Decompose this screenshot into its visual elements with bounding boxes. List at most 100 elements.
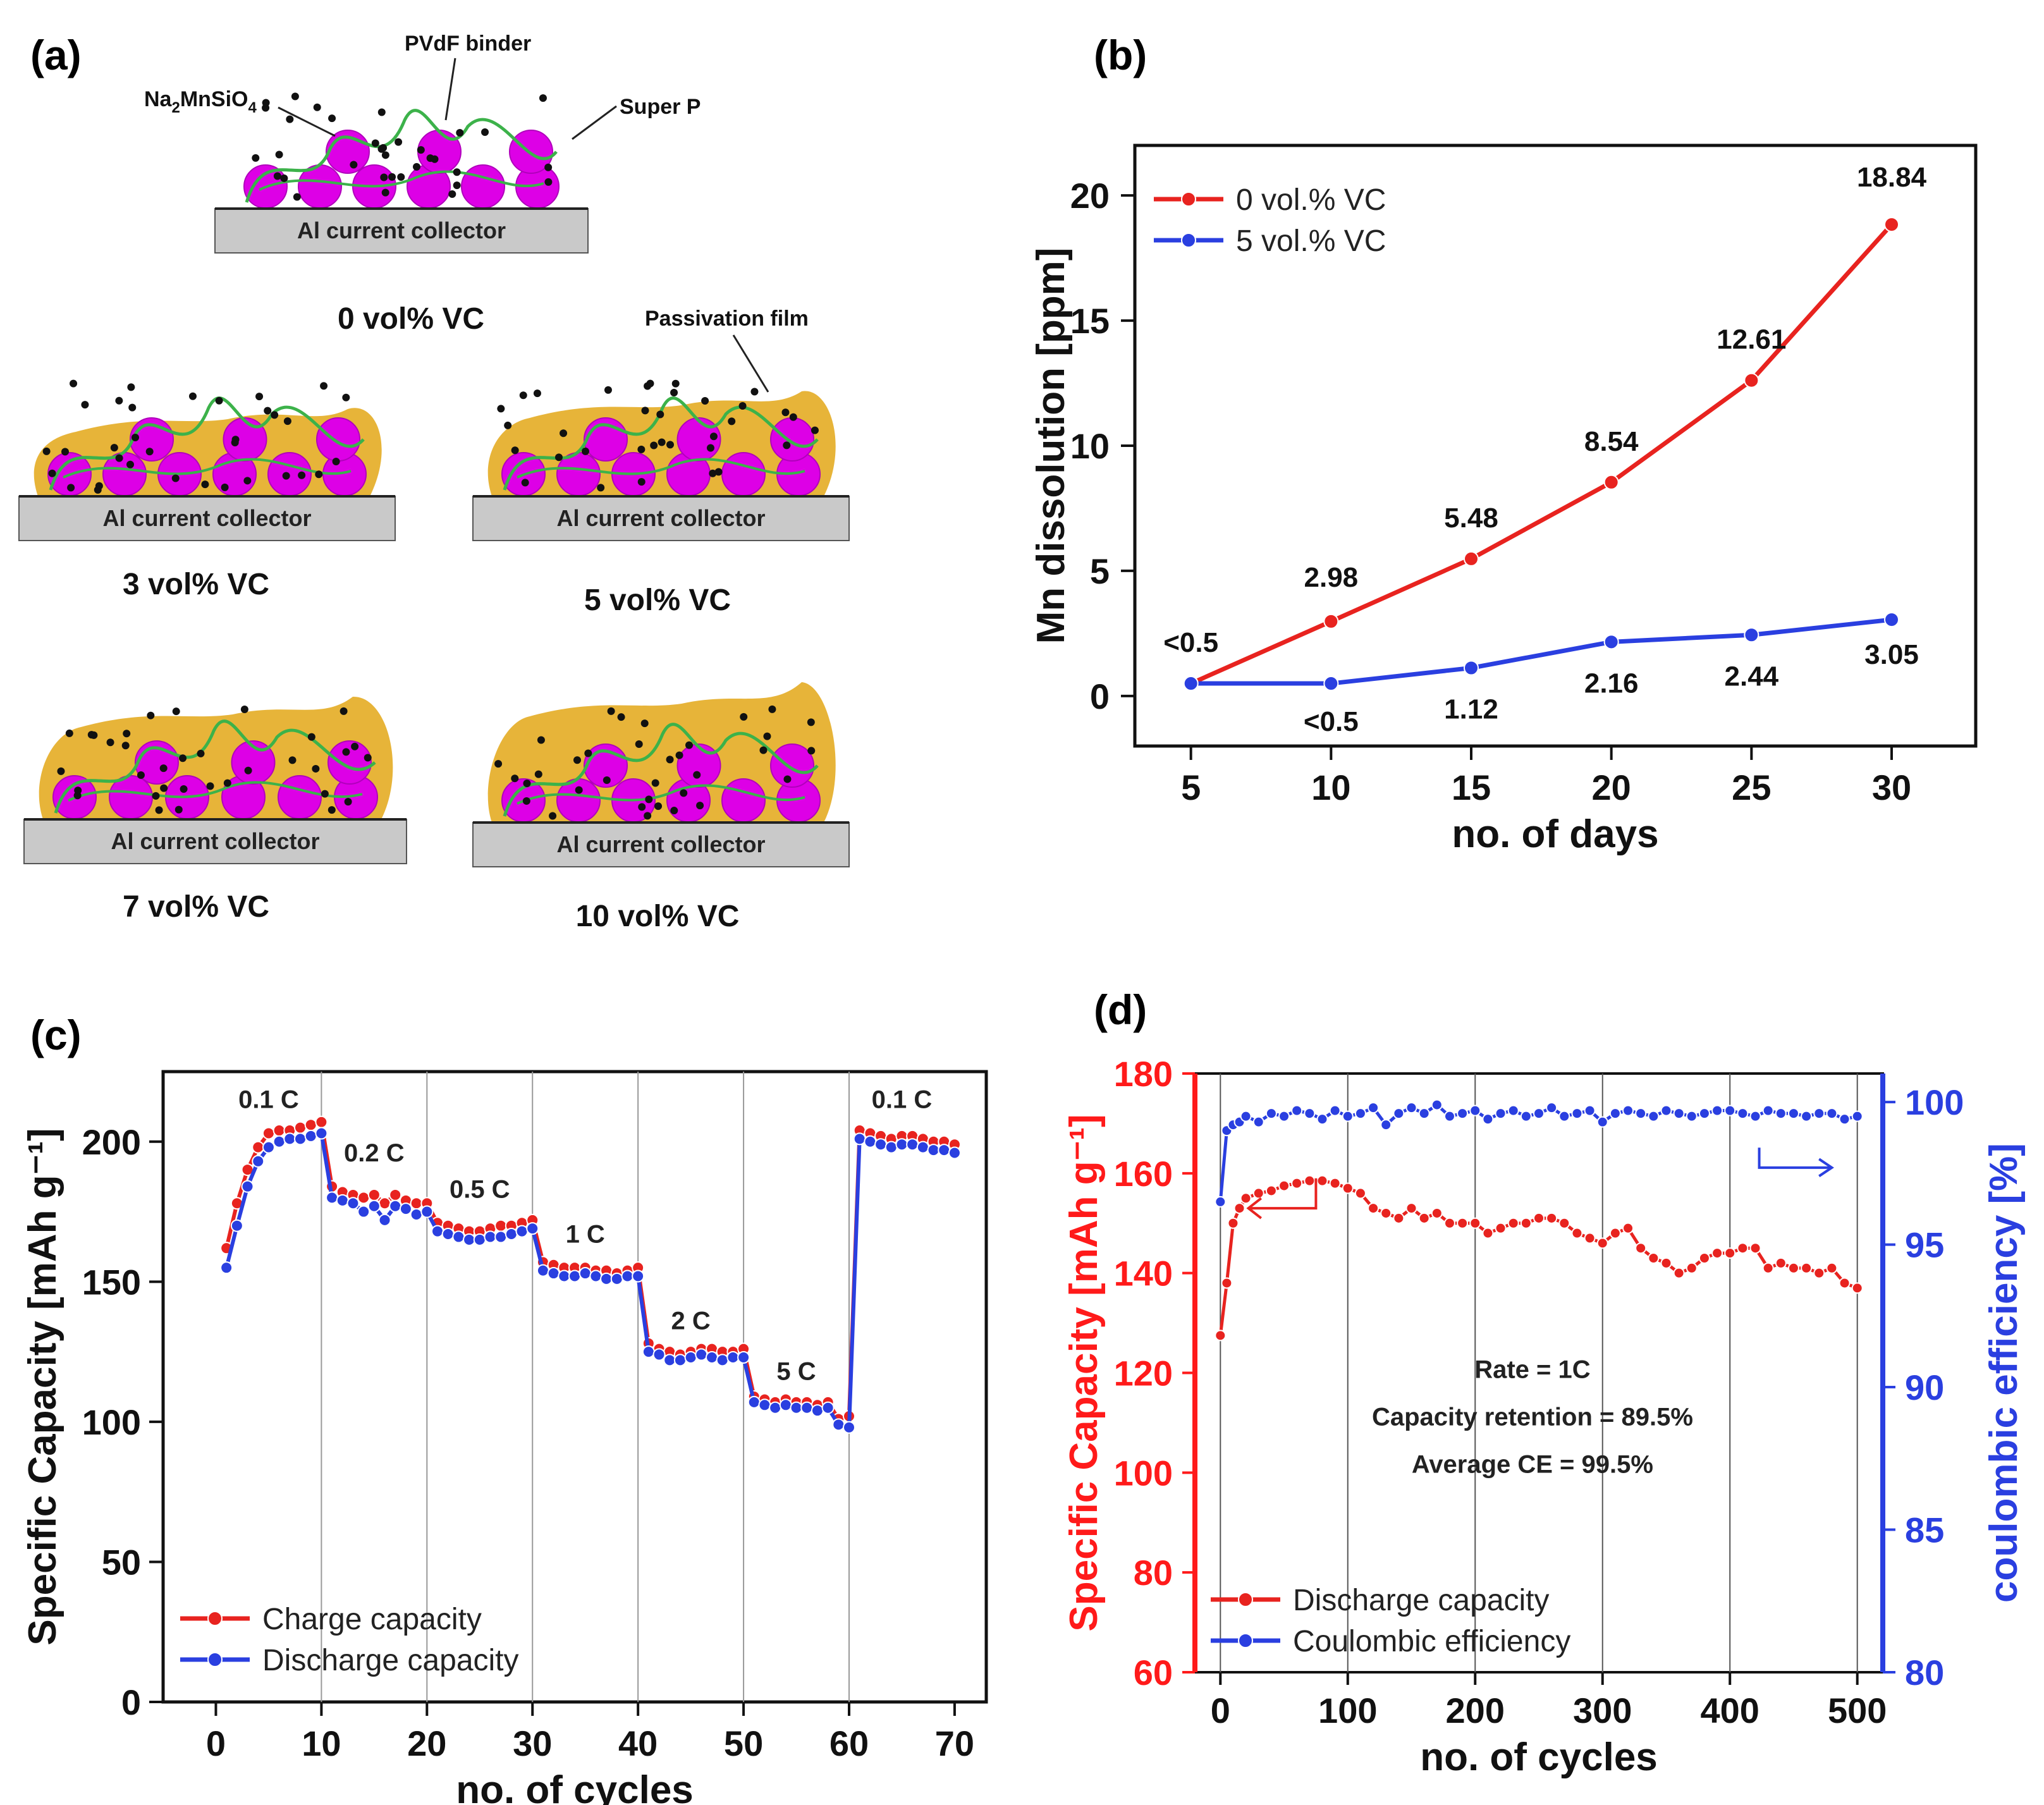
- binder-strand: [54, 719, 376, 814]
- x-tick-label: 500: [1828, 1691, 1887, 1730]
- carbon-dot: [377, 145, 386, 153]
- y-right-axis-label: coulombic efficiency [%]: [1982, 1143, 2026, 1603]
- data-point: [1443, 1217, 1455, 1229]
- carbon-dot: [121, 742, 130, 750]
- data-point: [1393, 1108, 1405, 1120]
- data-point: [272, 1135, 286, 1148]
- data-point: [1603, 474, 1619, 490]
- x-tick-label: 10: [1311, 768, 1350, 807]
- panel-label-a: (a): [30, 32, 82, 78]
- y-left-axis-label: Specific Capacity [mAh g⁻¹]: [1062, 1114, 1106, 1631]
- data-point: [1405, 1102, 1417, 1114]
- data-point: [252, 1154, 265, 1168]
- legend-marker: [1238, 1592, 1253, 1607]
- data-point: [1558, 1110, 1570, 1122]
- carbon-dot: [171, 474, 180, 482]
- data-point: [578, 1267, 592, 1280]
- x-tick-label: 200: [1446, 1691, 1505, 1730]
- carbon-dot: [645, 795, 653, 804]
- carbon-dot: [763, 732, 771, 740]
- y-right-tick-label: 80: [1905, 1653, 1944, 1692]
- data-point: [632, 1270, 645, 1283]
- carbon-dot: [709, 432, 718, 441]
- carbon-dot: [321, 790, 329, 798]
- y-tick-label: 0: [121, 1682, 141, 1722]
- film-label: Passivation film: [645, 307, 809, 331]
- data-point: [494, 1230, 508, 1244]
- data-point: [1660, 1257, 1672, 1269]
- carbon-dot: [381, 188, 389, 197]
- carbon-dot: [286, 115, 294, 123]
- data-point: [515, 1225, 529, 1238]
- carbon-dot: [342, 393, 350, 401]
- carbon-dot: [377, 108, 386, 116]
- active-particle: [278, 775, 322, 819]
- carbon-dot: [179, 754, 187, 762]
- data-point: [1215, 1330, 1227, 1342]
- data-point: [1609, 1227, 1621, 1239]
- carbon-dot: [351, 742, 359, 750]
- carbon-dot: [412, 162, 420, 171]
- data-point: [1749, 1242, 1761, 1254]
- cell-label: 0 vol% VC: [338, 302, 484, 336]
- rate-label: 2 C: [671, 1307, 710, 1335]
- cell-label: 7 vol% VC: [123, 890, 269, 924]
- carbon-dot: [344, 798, 352, 806]
- carbon-dot: [291, 92, 299, 101]
- schematic-cell: Al current collector 0 vol% VC: [214, 92, 589, 336]
- data-point: [1304, 1108, 1316, 1120]
- carbon-dot: [656, 410, 664, 419]
- carbon-dot: [671, 379, 680, 388]
- data-point: [1431, 1207, 1443, 1219]
- carbon-dot: [273, 172, 281, 180]
- carbon-dot: [380, 173, 388, 181]
- carbon-dot: [42, 447, 51, 455]
- carbon-dot: [395, 138, 403, 146]
- carbon-dot: [654, 802, 663, 811]
- binder-strand: [245, 109, 558, 203]
- data-point: [610, 1272, 623, 1285]
- carbon-dot: [693, 771, 701, 779]
- carbon-dot: [313, 103, 321, 111]
- data-point: [547, 1267, 560, 1280]
- carbon-dot: [637, 478, 646, 486]
- data-point: [1464, 551, 1479, 566]
- carbon-dot: [126, 460, 134, 468]
- carbon-dot: [635, 740, 643, 749]
- y-tick-label: 5: [1090, 551, 1110, 591]
- data-point: [1826, 1108, 1838, 1120]
- carbon-dot: [288, 756, 297, 764]
- cell-label: 3 vol% VC: [123, 568, 269, 601]
- carbon-dot: [298, 471, 306, 479]
- legend-marker: [1181, 192, 1196, 207]
- data-point: [1291, 1177, 1303, 1189]
- data-point: [1851, 1282, 1863, 1294]
- data-point: [790, 1401, 803, 1414]
- data-point: [241, 1180, 254, 1193]
- data-point: [1304, 1175, 1316, 1187]
- legend-marker: [207, 1611, 223, 1626]
- carbon-dot: [328, 114, 336, 123]
- data-point: [1775, 1108, 1787, 1120]
- y-left-tick-label: 140: [1114, 1254, 1173, 1294]
- legend-marker: [1181, 233, 1196, 248]
- data-point: [262, 1141, 275, 1154]
- y-tick-label: 150: [82, 1262, 141, 1302]
- carbon-dot: [115, 454, 123, 462]
- data-point: [1418, 1108, 1430, 1120]
- active-particle: [231, 740, 276, 785]
- y-tick-label: 15: [1070, 301, 1110, 341]
- data-point: [336, 1194, 349, 1207]
- carbon-label: Super P: [620, 95, 701, 119]
- data-point: [1571, 1227, 1583, 1239]
- data-label: <0.5: [1163, 627, 1218, 658]
- data-point: [1648, 1252, 1660, 1264]
- arrow-line: [278, 106, 336, 137]
- rate-label: 5 C: [776, 1357, 816, 1385]
- y-right-tick-label: 95: [1905, 1225, 1944, 1265]
- carbon-dot: [511, 774, 519, 783]
- data-point: [1457, 1108, 1469, 1120]
- carbon-dot: [417, 146, 425, 154]
- data-point: [399, 1202, 412, 1216]
- data-point: [1744, 627, 1759, 643]
